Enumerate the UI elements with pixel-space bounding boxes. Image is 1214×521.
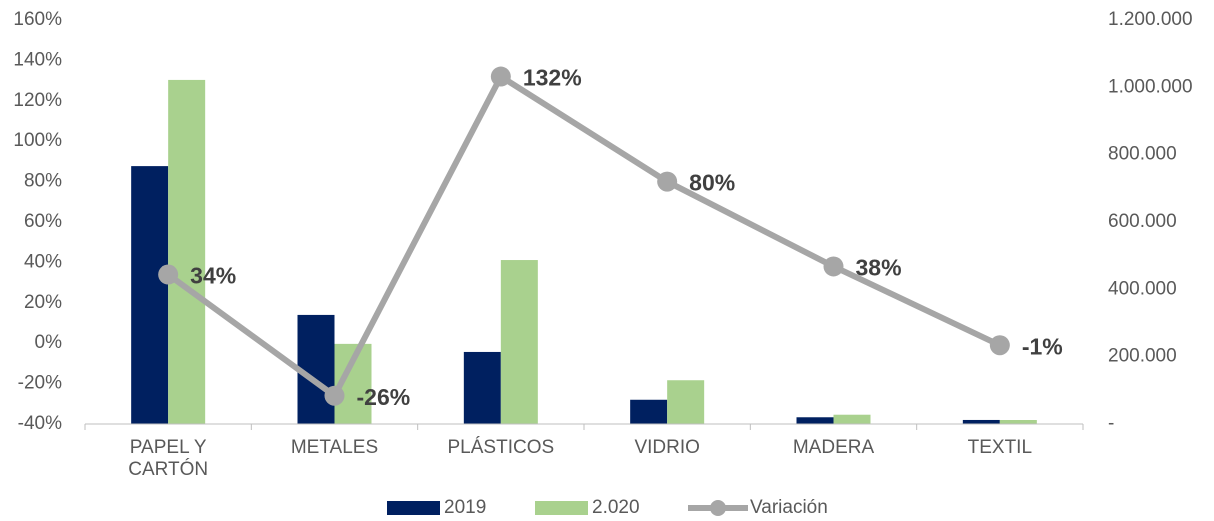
bar bbox=[500, 260, 538, 424]
y2-tick-label: - bbox=[1108, 413, 1114, 434]
line-marker bbox=[823, 256, 844, 277]
bar bbox=[667, 380, 705, 424]
x-tick-label: TEXTIL bbox=[968, 437, 1032, 458]
data-label: 38% bbox=[856, 255, 902, 281]
data-label: 34% bbox=[190, 263, 236, 289]
data-label: 80% bbox=[689, 170, 735, 196]
y-tick-label: 20% bbox=[24, 292, 62, 313]
legend-label: Variación bbox=[750, 497, 828, 518]
bar bbox=[833, 414, 871, 424]
x-tick-label: METALES bbox=[291, 437, 378, 458]
bar bbox=[999, 420, 1037, 424]
line-marker bbox=[490, 66, 511, 87]
legend-swatch bbox=[387, 501, 440, 515]
y-tick-label: 40% bbox=[24, 251, 62, 272]
y-tick-label: 80% bbox=[24, 171, 62, 192]
bar bbox=[796, 417, 834, 424]
bar bbox=[630, 399, 668, 424]
y2-tick-label: 1.200.000 bbox=[1108, 9, 1193, 30]
y2-tick-label: 1.000.000 bbox=[1108, 76, 1193, 97]
x-tick-label: PAPEL Y CARTÓN bbox=[128, 437, 208, 480]
y2-tick-label: 800.000 bbox=[1108, 144, 1177, 165]
y-tick-label: 100% bbox=[13, 130, 62, 151]
legend-label: 2.020 bbox=[592, 497, 640, 518]
y-tick-label: -20% bbox=[18, 373, 62, 394]
bar bbox=[168, 79, 206, 424]
legend-swatch bbox=[535, 501, 588, 515]
legend-label: 2019 bbox=[444, 497, 486, 518]
y-tick-label: 60% bbox=[24, 211, 62, 232]
bar bbox=[131, 166, 169, 424]
y2-tick-label: 600.000 bbox=[1108, 211, 1177, 232]
line-marker bbox=[989, 335, 1010, 356]
line-marker bbox=[158, 264, 179, 285]
line-marker bbox=[324, 385, 345, 406]
data-label: -1% bbox=[1022, 333, 1063, 359]
y2-tick-label: 200.000 bbox=[1108, 346, 1177, 367]
data-label: -26% bbox=[357, 384, 411, 410]
line-marker bbox=[657, 171, 678, 192]
x-tick-label: VIDRIO bbox=[634, 437, 699, 458]
y2-tick-label: 400.000 bbox=[1108, 278, 1177, 299]
bar bbox=[297, 314, 335, 424]
bar bbox=[962, 419, 1000, 424]
data-label: 132% bbox=[523, 65, 582, 91]
legend-marker bbox=[710, 500, 726, 516]
x-tick-label: MADERA bbox=[793, 437, 875, 458]
bar bbox=[463, 351, 501, 424]
y-tick-label: 140% bbox=[13, 49, 62, 70]
y-tick-label: 120% bbox=[13, 90, 62, 111]
y-tick-label: 160% bbox=[13, 9, 62, 30]
y-tick-label: -40% bbox=[18, 413, 62, 434]
y-tick-label: 0% bbox=[35, 332, 63, 353]
x-tick-label: PLÁSTICOS bbox=[448, 437, 555, 458]
line bbox=[166, 72, 1002, 401]
